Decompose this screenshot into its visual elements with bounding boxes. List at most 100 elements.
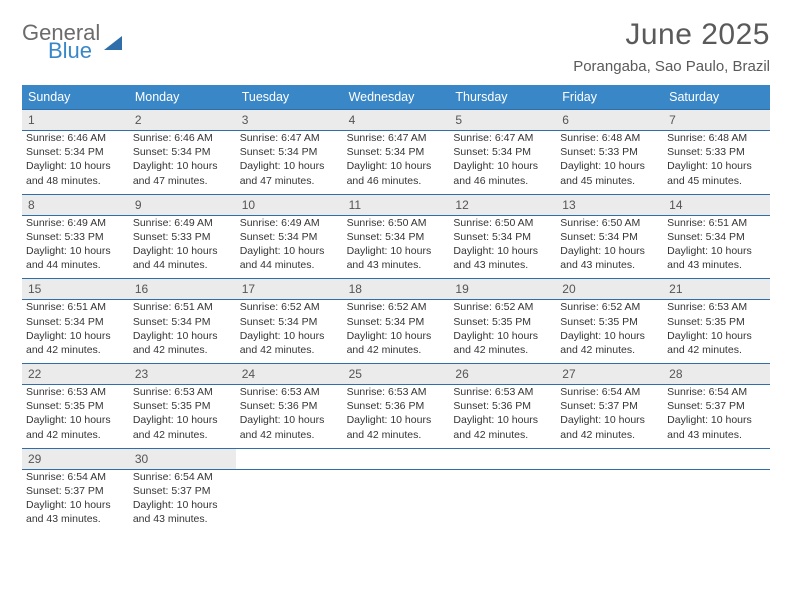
day-cell (236, 470, 343, 533)
sunrise-text: Sunrise: 6:51 AM (133, 300, 232, 314)
day-number: 27 (556, 364, 663, 384)
week-body-row: Sunrise: 6:46 AM Sunset: 5:34 PM Daylight:… (22, 131, 770, 194)
daylight-text: Daylight: 10 hours and 47 minutes. (240, 159, 339, 187)
day-number: 1 (22, 110, 129, 130)
day-cell: Sunrise: 6:53 AMSunset: 5:35 PMDaylight:… (129, 385, 236, 448)
sunset-text: Sunset: 5:33 PM (133, 230, 232, 244)
daynum-row: 1234567 (22, 109, 770, 131)
sunrise-text: Sunrise: 6:51 AM (26, 300, 125, 314)
sunrise-text: Sunrise: 6:47 AM (240, 131, 339, 145)
sunset-text: Sunset: 5:34 PM (347, 315, 446, 329)
day-number: 2 (129, 110, 236, 130)
daylight-text: Daylight: 10 hours and 47 minutes. (133, 159, 232, 187)
sunset-text: Sunset: 5:35 PM (560, 315, 659, 329)
daylight-text: Daylight: 10 hours and 42 minutes. (26, 329, 125, 357)
day-cell: Sunrise: 6:53 AMSunset: 5:35 PMDaylight:… (22, 385, 129, 448)
day-number: 29 (22, 449, 129, 469)
day-cell: Sunrise: 6:53 AMSunset: 5:36 PMDaylight:… (236, 385, 343, 448)
day-number: 3 (236, 110, 343, 130)
sunrise-text: Sunrise: 6:47 AM (347, 131, 446, 145)
sunrise-text: Sunrise: 6:48 AM (667, 131, 766, 145)
logo: General Blue (22, 22, 122, 62)
day-number: 19 (449, 279, 556, 299)
day-cell: Sunrise: 6:54 AMSunset: 5:37 PMDaylight:… (22, 470, 129, 533)
sunrise-text: Sunrise: 6:50 AM (560, 216, 659, 230)
day-number (236, 449, 343, 469)
sunset-text: Sunset: 5:36 PM (347, 399, 446, 413)
logo-text: General Blue (22, 22, 100, 62)
day-cell (556, 470, 663, 533)
dow-tuesday: Tuesday (236, 85, 343, 109)
logo-triangle-icon (104, 36, 122, 50)
daylight-text: Daylight: 10 hours and 42 minutes. (26, 413, 125, 441)
daylight-text: Daylight: 10 hours and 42 minutes. (453, 329, 552, 357)
day-cell: Sunrise: 6:50 AMSunset: 5:34 PMDaylight:… (556, 216, 663, 279)
day-cell: Sunrise: 6:48 AMSunset: 5:33 PMDaylight:… (556, 131, 663, 194)
sunset-text: Sunset: 5:36 PM (240, 399, 339, 413)
day-number: 12 (449, 195, 556, 215)
sunrise-text: Sunrise: 6:47 AM (453, 131, 552, 145)
daynum-row: 15161718192021 (22, 278, 770, 300)
dow-thursday: Thursday (449, 85, 556, 109)
sunrise-text: Sunrise: 6:52 AM (453, 300, 552, 314)
sunrise-text: Sunrise: 6:49 AM (240, 216, 339, 230)
daylight-text: Daylight: 10 hours and 42 minutes. (240, 329, 339, 357)
day-number: 24 (236, 364, 343, 384)
day-cell: Sunrise: 6:54 AMSunset: 5:37 PMDaylight:… (556, 385, 663, 448)
day-number: 23 (129, 364, 236, 384)
daylight-text: Daylight: 10 hours and 42 minutes. (453, 413, 552, 441)
day-number (343, 449, 450, 469)
sunrise-text: Sunrise: 6:52 AM (347, 300, 446, 314)
day-cell: Sunrise: 6:47 AMSunset: 5:34 PMDaylight:… (343, 131, 450, 194)
day-cell: Sunrise: 6:51 AMSunset: 5:34 PMDaylight:… (22, 300, 129, 363)
day-number: 26 (449, 364, 556, 384)
daylight-text: Daylight: 10 hours and 42 minutes. (560, 413, 659, 441)
day-cell (663, 470, 770, 533)
daylight-text: Daylight: 10 hours and 45 minutes. (667, 159, 766, 187)
sunset-text: Sunset: 5:34 PM (240, 230, 339, 244)
daylight-text: Daylight: 10 hours and 43 minutes. (560, 244, 659, 272)
day-cell: Sunrise: 6:49 AMSunset: 5:34 PMDaylight:… (236, 216, 343, 279)
dow-friday: Friday (556, 85, 663, 109)
sunset-text: Sunset: 5:33 PM (667, 145, 766, 159)
dow-monday: Monday (129, 85, 236, 109)
sunrise-text: Sunrise: 6:49 AM (26, 216, 125, 230)
day-number (556, 449, 663, 469)
header: General Blue June 2025 Porangaba, Sao Pa… (22, 18, 770, 75)
weeks-container: 1234567Sunrise: 6:46 AM Sunset: 5:34 PM Da… (22, 109, 770, 532)
daylight-text: Daylight: 10 hours and 45 minutes. (560, 159, 659, 187)
sunrise-text: Sunrise: 6:54 AM (560, 385, 659, 399)
day-cell: Sunrise: 6:53 AMSunset: 5:36 PMDaylight:… (449, 385, 556, 448)
day-number: 5 (449, 110, 556, 130)
daylight-text: Daylight: 10 hours and 42 minutes. (240, 413, 339, 441)
day-cell: Sunrise: 6:47 AMSunset: 5:34 PMDaylight:… (449, 131, 556, 194)
sunset-text: Sunset: 5:33 PM (26, 230, 125, 244)
sunset-text: Sunset: 5:36 PM (453, 399, 552, 413)
day-number: 15 (22, 279, 129, 299)
sunrise-text: Sunrise: 6:53 AM (240, 385, 339, 399)
day-cell: Sunrise: 6:54 AMSunset: 5:37 PMDaylight:… (129, 470, 236, 533)
sunset-text: Sunset: 5:37 PM (26, 484, 125, 498)
day-number: 20 (556, 279, 663, 299)
sunset-text: Sunset: 5:34 PM (667, 230, 766, 244)
sunrise-text: Sunrise: 6:48 AM (560, 131, 659, 145)
day-cell: Sunrise: 6:47 AMSunset: 5:34 PMDaylight:… (236, 131, 343, 194)
dow-saturday: Saturday (663, 85, 770, 109)
day-cell: Sunrise: 6:52 AMSunset: 5:34 PMDaylight:… (236, 300, 343, 363)
dow-wednesday: Wednesday (343, 85, 450, 109)
sunrise-text: Sunrise: 6:51 AM (667, 216, 766, 230)
day-number: 14 (663, 195, 770, 215)
sunrise-text: Sunrise: 6:53 AM (133, 385, 232, 399)
sunrise-text: Sunrise: 6:46 AM (133, 131, 232, 145)
sunrise-text: Sunrise: 6:53 AM (26, 385, 125, 399)
sunset-text: Sunset: 5:34 PM (26, 145, 125, 159)
day-cell (343, 470, 450, 533)
day-cell: Sunrise: 6:52 AMSunset: 5:35 PMDaylight:… (449, 300, 556, 363)
daylight-text: Daylight: 10 hours and 42 minutes. (133, 413, 232, 441)
sunset-text: Sunset: 5:37 PM (133, 484, 232, 498)
calendar: Sunday Monday Tuesday Wednesday Thursday… (22, 85, 770, 532)
daylight-text: Daylight: 10 hours and 44 minutes. (133, 244, 232, 272)
day-number: 6 (556, 110, 663, 130)
day-cell: Sunrise: 6:51 AMSunset: 5:34 PMDaylight:… (663, 216, 770, 279)
sunrise-text: Sunrise: 6:50 AM (347, 216, 446, 230)
